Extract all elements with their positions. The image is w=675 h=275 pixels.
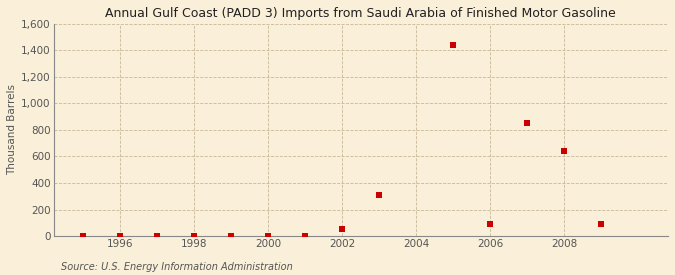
Point (226, 233, 237, 238)
Point (596, 222, 607, 226)
Text: Source: U.S. Energy Information Administration: Source: U.S. Energy Information Administ… (61, 262, 292, 272)
Point (485, 222, 495, 226)
Y-axis label: Thousand Barrels: Thousand Barrels (7, 84, 17, 175)
Point (559, 148, 570, 153)
Point (337, 227, 348, 232)
Title: Annual Gulf Coast (PADD 3) Imports from Saudi Arabia of Finished Motor Gasoline: Annual Gulf Coast (PADD 3) Imports from … (105, 7, 616, 20)
Point (300, 233, 310, 238)
Point (522, 121, 533, 125)
Point (263, 233, 273, 238)
Point (374, 193, 385, 197)
Point (78, 233, 88, 238)
Point (152, 233, 163, 238)
Point (448, 43, 459, 47)
Point (189, 233, 200, 238)
Point (115, 233, 126, 238)
